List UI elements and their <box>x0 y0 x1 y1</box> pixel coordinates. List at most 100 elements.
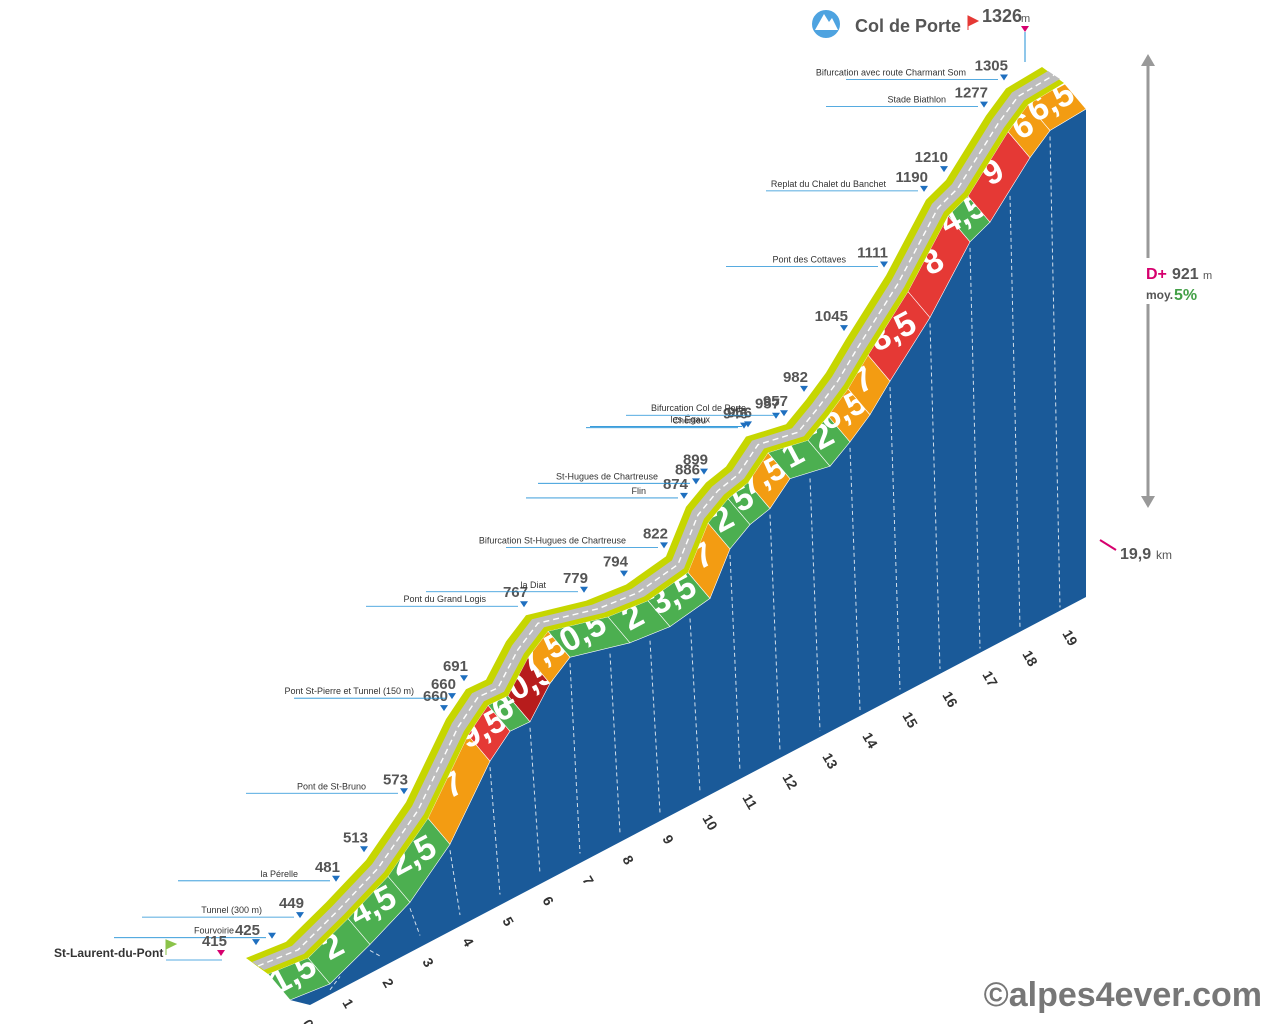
waypoint-name: les Égaux <box>670 414 710 424</box>
km-tick-label: 13 <box>819 750 841 772</box>
altitude-marker-icon <box>460 675 468 682</box>
km-tick-label: 4 <box>459 935 477 950</box>
total-distance-unit: km <box>1156 548 1172 562</box>
km-gridline <box>369 950 381 957</box>
waypoint-name: Replat du Chalet du Banchet <box>771 179 887 189</box>
km-tick-label: 6 <box>539 894 557 909</box>
km-gridline <box>689 618 701 793</box>
waypoint-altitude: 779 <box>563 570 588 587</box>
waypoint-name: St-Hugues de Chartreuse <box>556 471 658 481</box>
altitude-marker-icon <box>692 478 700 485</box>
km-gridline <box>889 387 901 690</box>
stats-box <box>1138 258 1208 304</box>
elevation-arrow-up-icon <box>1141 54 1155 66</box>
altitude-marker-icon <box>680 492 688 499</box>
start-name: St-Laurent-du-Pont <box>54 946 163 960</box>
start-altitude: 415 <box>202 933 227 950</box>
waypoint-name: Tunnel (300 m) <box>201 905 262 915</box>
waypoint-altitude: 449 <box>279 895 304 912</box>
km-gridline <box>609 653 621 834</box>
altitude-marker-icon <box>520 601 528 608</box>
waypoint-altitude: 957 <box>755 396 780 413</box>
start-marker-icon <box>217 950 225 956</box>
waypoint-altitude: 513 <box>343 829 368 846</box>
km-tick-label: 0 <box>299 1017 317 1025</box>
waypoint-altitude: 1210 <box>915 149 948 166</box>
waypoint-altitude: 899 <box>683 452 708 469</box>
altitude-marker-icon <box>740 422 748 429</box>
waypoint-altitude: 1111 <box>857 245 888 262</box>
altitude-marker-icon <box>1000 74 1008 81</box>
summit-marker-icon <box>1021 26 1029 32</box>
km-gridline <box>849 447 861 711</box>
km-gridline <box>329 976 341 991</box>
altitude-marker-icon <box>268 932 276 939</box>
altitude-marker-icon <box>700 468 708 475</box>
km-tick-label: 17 <box>979 668 1001 690</box>
km-tick-label: 1 <box>339 996 357 1011</box>
road-centerline <box>257 74 1055 967</box>
waypoint-altitude: 660 <box>423 688 448 705</box>
waypoint-altitude: 1277 <box>955 85 988 102</box>
altitude-marker-icon <box>360 846 368 853</box>
waypoint-name: Pont des Cottaves <box>772 255 846 265</box>
waypoint-altitude: 425 <box>235 922 260 939</box>
waypoint-altitude: 982 <box>783 369 808 386</box>
km-tick-label: 5 <box>499 914 517 929</box>
km-gridline <box>529 727 541 875</box>
altitude-marker-icon <box>620 570 628 577</box>
waypoint-name: Bifurcation Col de Porte <box>651 403 746 413</box>
km-tick-label: 11 <box>739 791 760 812</box>
waypoint-altitude: 767 <box>503 584 528 601</box>
altitude-marker-icon <box>980 101 988 108</box>
km-tick-label: 16 <box>939 689 961 711</box>
altitude-marker-icon <box>920 185 928 192</box>
altitude-marker-icon <box>296 912 304 919</box>
waypoint-altitude: 481 <box>315 859 340 876</box>
waypoint-name: la Diat <box>520 580 546 590</box>
km-tick-label: 3 <box>419 955 437 970</box>
km-tick-label: 7 <box>579 873 597 888</box>
waypoint-name: Bifurcation St-Hugues de Chartreuse <box>479 535 626 545</box>
summit-flag-icon <box>967 15 980 30</box>
waypoint-altitude: 1190 <box>895 169 928 186</box>
average-gradient: 5% <box>1174 287 1197 304</box>
km-tick-label: 12 <box>779 771 801 793</box>
altitude-marker-icon <box>332 875 340 882</box>
waypoint-name: Flin <box>631 486 646 496</box>
waypoint-altitude: 660 <box>431 676 456 693</box>
waypoint-altitude: 1305 <box>975 58 1008 75</box>
elevation-gain-label: D+ <box>1146 266 1167 283</box>
waypoint-altitude: 794 <box>603 554 629 571</box>
altitude-marker-icon <box>440 705 448 712</box>
km-gridline <box>649 640 661 813</box>
altitude-marker-icon <box>580 586 588 593</box>
waypoint-altitude: 822 <box>643 525 668 542</box>
elevation-gain-unit: m <box>1203 270 1212 282</box>
road-surface <box>252 70 1060 971</box>
mountain-peak-icon <box>815 14 838 30</box>
waypoint-name: Pont St-Pierre et Tunnel (150 m) <box>284 686 414 696</box>
waypoint-name: Stade Biathlon <box>887 95 946 105</box>
altitude-marker-icon <box>780 410 788 417</box>
km-gridline <box>449 850 461 916</box>
start-flag-icon <box>165 939 178 955</box>
altitude-marker-icon <box>800 385 808 392</box>
km-tick-label: 10 <box>699 812 721 834</box>
waypoint-altitude: 573 <box>383 771 408 788</box>
km-gridline <box>1049 136 1061 608</box>
average-label: moy. <box>1146 288 1173 302</box>
waypoint-name: Pont du Grand Logis <box>403 594 486 604</box>
waypoint-altitude: 874 <box>663 476 689 493</box>
waypoint-altitude: 946 <box>723 406 748 423</box>
waypoint-name: Fourvoirie <box>194 926 234 936</box>
altitude-marker-icon <box>940 166 948 173</box>
km-tick-label: 15 <box>899 709 921 731</box>
altitude-marker-icon <box>880 261 888 268</box>
altitude-marker-icon <box>400 788 408 795</box>
waypoint-altitude: 957 <box>763 393 788 410</box>
km-gridline <box>569 663 581 854</box>
altitude-marker-icon <box>840 325 848 332</box>
summit-unit: m <box>1021 13 1030 25</box>
